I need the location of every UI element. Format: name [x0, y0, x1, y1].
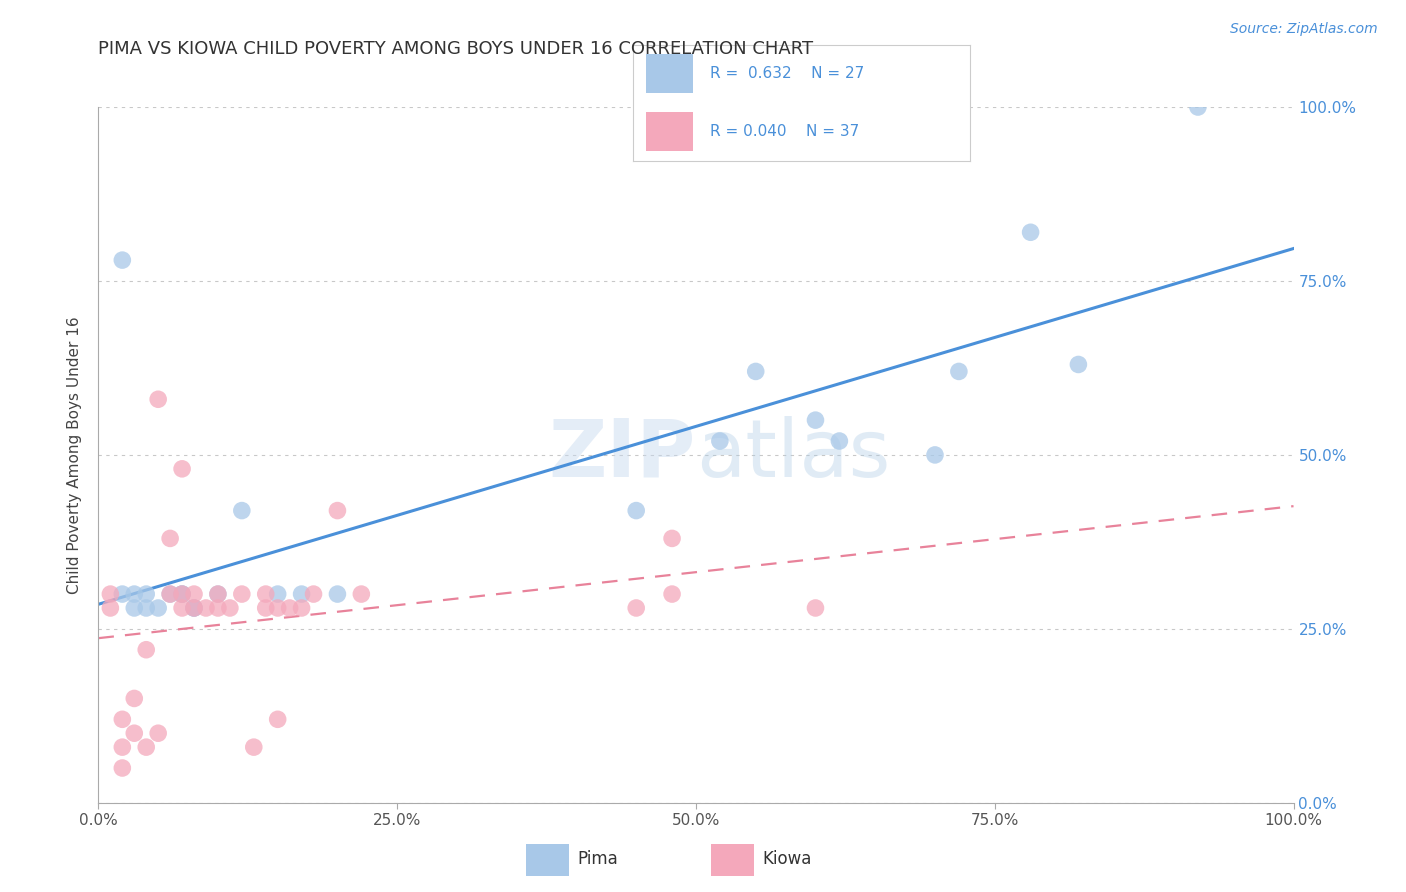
Point — [350, 587, 373, 601]
Point — [278, 601, 301, 615]
Point — [111, 740, 134, 755]
Point — [267, 712, 290, 726]
Point — [159, 587, 181, 601]
Point — [172, 587, 194, 601]
Text: atlas: atlas — [696, 416, 890, 494]
Point — [302, 587, 325, 601]
Point — [1019, 225, 1042, 239]
Point — [661, 587, 683, 601]
Point — [804, 413, 827, 427]
Point — [183, 601, 205, 615]
Point — [135, 642, 157, 657]
Point — [254, 601, 277, 615]
Point — [183, 587, 205, 601]
Point — [135, 601, 157, 615]
Point — [159, 587, 181, 601]
Text: Pima: Pima — [576, 849, 617, 868]
Point — [124, 726, 146, 740]
Text: PIMA VS KIOWA CHILD POVERTY AMONG BOYS UNDER 16 CORRELATION CHART: PIMA VS KIOWA CHILD POVERTY AMONG BOYS U… — [98, 40, 814, 58]
Point — [326, 587, 349, 601]
Point — [111, 253, 134, 268]
Bar — [647, 112, 693, 152]
Point — [948, 364, 970, 378]
Point — [219, 601, 242, 615]
Point — [626, 503, 648, 517]
Point — [194, 601, 218, 615]
Text: Source: ZipAtlas.com: Source: ZipAtlas.com — [1230, 22, 1378, 37]
Point — [291, 601, 314, 615]
Point — [135, 740, 157, 755]
Point — [111, 712, 134, 726]
Point — [231, 503, 253, 517]
Bar — [711, 844, 754, 876]
Point — [243, 740, 266, 755]
Point — [207, 587, 229, 601]
Point — [183, 601, 205, 615]
Text: R =  0.632    N = 27: R = 0.632 N = 27 — [710, 66, 865, 81]
Bar — [647, 54, 693, 94]
Point — [326, 503, 349, 517]
Point — [183, 601, 205, 615]
Point — [924, 448, 946, 462]
Point — [1187, 100, 1209, 114]
Point — [124, 691, 146, 706]
Point — [172, 587, 194, 601]
Point — [124, 601, 146, 615]
Point — [148, 726, 170, 740]
Point — [172, 462, 194, 476]
Point — [745, 364, 768, 378]
Point — [626, 601, 648, 615]
Point — [148, 392, 170, 407]
Point — [661, 532, 683, 546]
Point — [148, 601, 170, 615]
Point — [207, 601, 229, 615]
Point — [291, 587, 314, 601]
Point — [159, 532, 181, 546]
Point — [172, 587, 194, 601]
Point — [804, 601, 827, 615]
Point — [111, 761, 134, 775]
Point — [709, 434, 731, 448]
Text: Kiowa: Kiowa — [762, 849, 811, 868]
Text: R = 0.040    N = 37: R = 0.040 N = 37 — [710, 124, 859, 139]
Text: ZIP: ZIP — [548, 416, 696, 494]
Point — [111, 587, 134, 601]
Point — [267, 587, 290, 601]
Point — [124, 587, 146, 601]
Point — [172, 601, 194, 615]
Point — [828, 434, 851, 448]
Point — [98, 601, 122, 615]
Point — [1067, 358, 1090, 372]
Point — [207, 587, 229, 601]
Point — [267, 601, 290, 615]
Y-axis label: Child Poverty Among Boys Under 16: Child Poverty Among Boys Under 16 — [67, 316, 83, 594]
Bar — [526, 844, 569, 876]
Point — [135, 587, 157, 601]
Point — [98, 587, 122, 601]
Point — [254, 587, 277, 601]
Point — [231, 587, 253, 601]
